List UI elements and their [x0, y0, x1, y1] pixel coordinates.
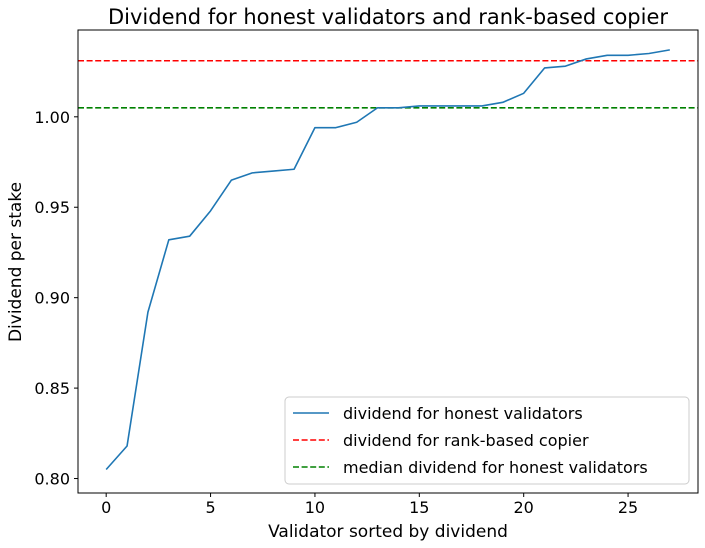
legend-label: median dividend for honest validators — [343, 458, 648, 477]
legend-label: dividend for honest validators — [343, 404, 583, 423]
legend-box — [284, 396, 690, 485]
plot-frame — [77, 29, 699, 494]
x-tick-label: 25 — [618, 498, 638, 517]
x-tick-label: 10 — [305, 498, 325, 517]
y-tick-label: 0.90 — [34, 289, 70, 308]
x-tick-label: 0 — [101, 498, 111, 517]
chart-title: Dividend for honest validators and rank-… — [108, 5, 668, 29]
x-tick-label: 5 — [205, 498, 215, 517]
legend-label: dividend for rank-based copier — [343, 431, 589, 450]
y-axis-label: Dividend per stake — [6, 182, 26, 342]
x-tick-label: 20 — [514, 498, 534, 517]
x-tick-label: 15 — [409, 498, 429, 517]
y-tick-label: 1.00 — [34, 108, 70, 127]
y-tick-label: 0.85 — [34, 379, 70, 398]
x-axis-label: Validator sorted by dividend — [268, 522, 508, 542]
plot-area — [78, 49, 698, 471]
axis-ticks: 0 5 10 15 20 25 0.80 0.85 0.90 0.95 1.00 — [34, 108, 638, 517]
legend: dividend for honest validators dividend f… — [284, 396, 690, 485]
y-tick-label: 0.95 — [34, 198, 70, 217]
series-line-0 — [105, 49, 670, 471]
y-tick-label: 0.80 — [34, 470, 70, 489]
